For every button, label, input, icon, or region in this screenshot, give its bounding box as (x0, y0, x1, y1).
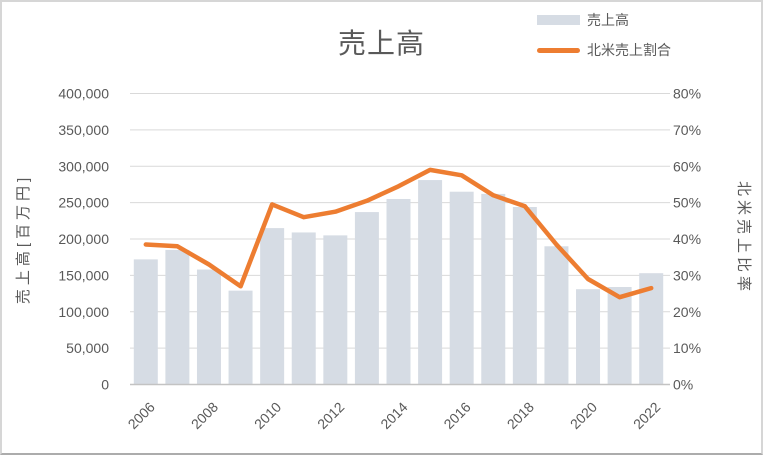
revenue-bar-2015 (418, 180, 443, 385)
revenue-bar-2010 (260, 228, 285, 385)
revenue-bar-2012 (323, 235, 348, 385)
revenue-bar-2016 (449, 191, 474, 385)
left-axis-tick-label: 0 (101, 377, 109, 393)
revenue-bar-2018 (512, 206, 537, 385)
left-axis-tick-label: 300,000 (58, 158, 109, 174)
left-axis-tick-label: 150,000 (58, 267, 109, 283)
x-axis-tick-label: 2018 (504, 399, 537, 432)
x-axis-tick-label: 2008 (188, 399, 221, 432)
left-axis-tick-label: 350,000 (58, 122, 109, 138)
revenue-bar-2019 (544, 246, 569, 385)
right-axis-tick-label: 20% (673, 304, 701, 320)
left-axis-tick-label: 100,000 (58, 304, 109, 320)
x-axis-tick-label: 2006 (125, 399, 158, 432)
revenue-bar-2013 (354, 212, 379, 385)
right-axis-tick-label: 50% (673, 195, 701, 211)
right-axis-tick-label: 60% (673, 158, 701, 174)
right-axis-tick-label: 80% (673, 86, 701, 102)
x-axis-tick-label: 2014 (377, 399, 410, 432)
legend-label-ratio: 北米売上割合 (587, 42, 671, 58)
legend-bar-swatch (537, 15, 580, 25)
x-axis-tick-label: 2016 (440, 399, 473, 432)
revenue-bar-2017 (481, 193, 506, 385)
x-axis-tick-label: 2012 (314, 399, 347, 432)
legend-label-revenue: 売上高 (587, 12, 629, 28)
x-axis-tick-label: 2020 (567, 399, 600, 432)
revenue-bar-2021 (607, 287, 632, 385)
legend-item-revenue: 売上高 (537, 10, 671, 30)
revenue-bar-2006 (133, 259, 158, 385)
ratio-line (143, 167, 654, 300)
revenue-bar-2008 (196, 269, 221, 385)
right-axis-tick-label: 40% (673, 231, 701, 247)
left-axis-tick-label: 200,000 (58, 231, 109, 247)
chart-title: 売上高 (337, 28, 425, 59)
legend-item-ratio: 北米売上割合 (537, 40, 671, 60)
legend-line-swatch (537, 47, 580, 53)
revenue-bar-2011 (291, 232, 316, 385)
revenue-bar-2007 (165, 249, 190, 385)
legend: 売上高 北米売上割合 (537, 10, 671, 60)
right-axis-tick-label: 30% (673, 267, 701, 283)
x-axis-tick-label: 2010 (251, 399, 284, 432)
revenue-bar-2020 (576, 289, 601, 385)
right-axis-tick-label: 0% (673, 377, 693, 393)
left-axis-tick-label: 400,000 (58, 86, 109, 102)
revenue-bar-2009 (228, 290, 253, 385)
revenue-bar-2014 (386, 198, 411, 385)
right-axis-tick-label: 10% (673, 340, 701, 356)
x-axis-tick-label: 2022 (630, 399, 663, 432)
left-axis-tick-label: 50,000 (66, 340, 109, 356)
left-axis-tick-label: 250,000 (58, 195, 109, 211)
right-axis-tick-label: 70% (673, 122, 701, 138)
